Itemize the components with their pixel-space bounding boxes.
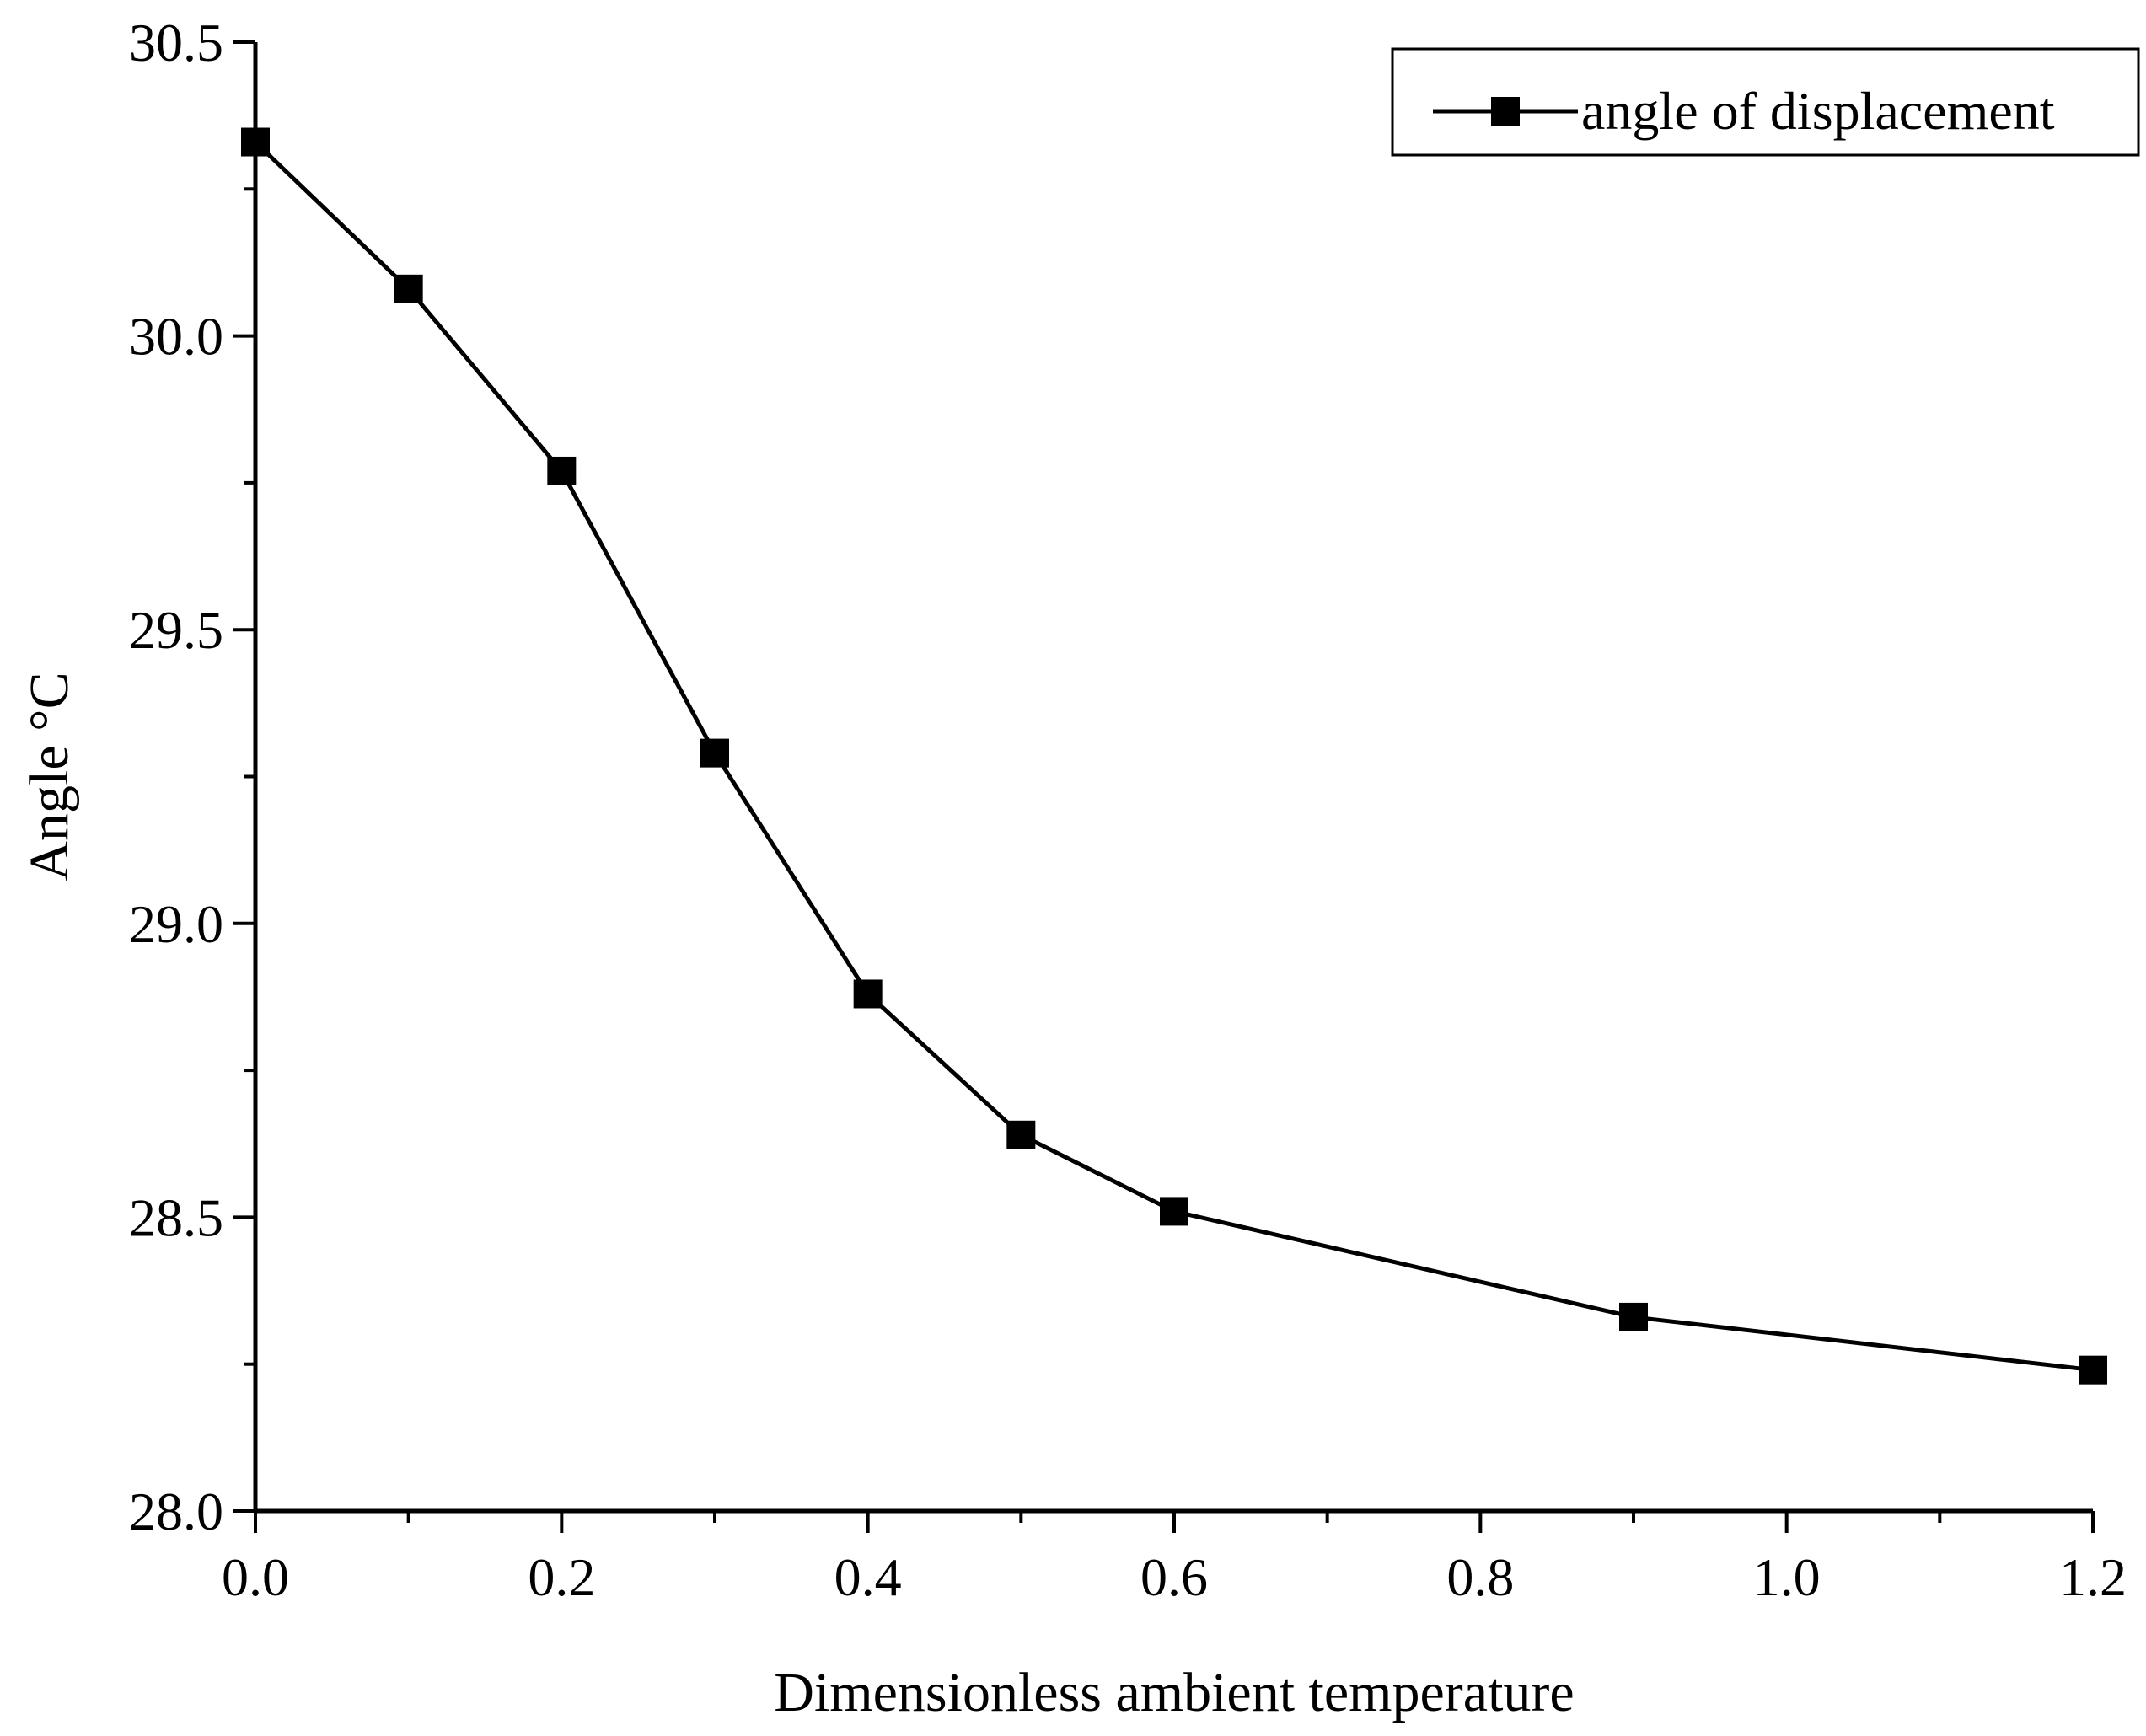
data-point-marker bbox=[1006, 1120, 1036, 1149]
data-point-marker bbox=[547, 456, 577, 485]
x-tick-label: 1.2 bbox=[2059, 1547, 2127, 1607]
legend: angle of displacement bbox=[1391, 47, 2140, 157]
data-point-marker bbox=[1160, 1197, 1188, 1226]
data-point-marker bbox=[394, 274, 423, 303]
legend-label: angle of displacement bbox=[1581, 81, 2055, 141]
data-point-marker bbox=[2079, 1355, 2107, 1385]
data-point-marker bbox=[1619, 1302, 1648, 1331]
y-tick-label: 30.0 bbox=[129, 307, 223, 367]
x-tick-label: 0.0 bbox=[222, 1547, 289, 1607]
series-layer bbox=[241, 127, 2107, 1385]
x-tick-label: 0.2 bbox=[528, 1547, 595, 1607]
y-tick-label: 29.0 bbox=[129, 894, 223, 954]
y-tick-label: 30.5 bbox=[129, 13, 223, 72]
x-tick-label: 0.8 bbox=[1446, 1547, 1514, 1607]
y-axis-title: Angle °C bbox=[19, 672, 80, 881]
y-tick-label: 28.0 bbox=[129, 1481, 223, 1541]
x-axis-title: Dimensionless ambient temperature bbox=[774, 1662, 1574, 1723]
legend-marker-square bbox=[1491, 97, 1520, 126]
y-tick-label: 29.5 bbox=[129, 600, 223, 660]
x-tick-label: 0.4 bbox=[834, 1547, 902, 1607]
data-point-marker bbox=[241, 127, 270, 157]
axes: 0.0 0.2 0.4 0.6 0.8 1.0 1.2 28.0 28.5 29.0 29.5 30.… bbox=[129, 13, 2127, 1607]
y-tick-label: 28.5 bbox=[129, 1187, 223, 1247]
x-tick-label: 0.6 bbox=[1140, 1547, 1208, 1607]
data-point-marker bbox=[853, 979, 883, 1009]
x-tick-label: 1.0 bbox=[1753, 1547, 1821, 1607]
series-line bbox=[254, 140, 2094, 1373]
data-point-marker bbox=[700, 738, 729, 768]
